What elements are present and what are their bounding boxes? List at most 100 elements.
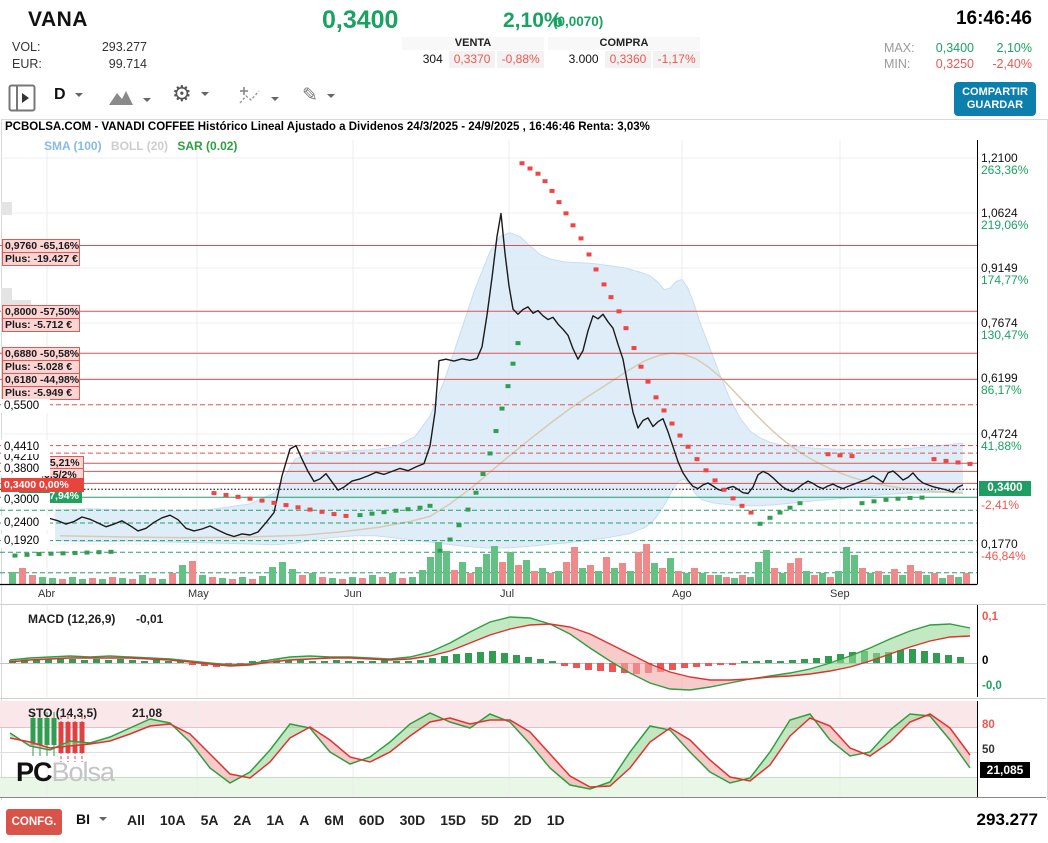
bid-qty: 304 <box>402 51 447 68</box>
price-level-label[interactable]: 0,1920 <box>1 534 50 548</box>
footer-volume: 293.277 <box>976 810 1038 829</box>
pencil-icon: ✎ <box>302 85 318 106</box>
chevron-down-icon <box>326 93 335 102</box>
legend-sma[interactable]: SMA (100) <box>44 139 102 153</box>
alert-label[interactable]: 0,9760 -65,16% Plus: -19.427 € <box>2 239 80 266</box>
ask-title: COMPRA <box>548 37 700 50</box>
chevron-down-icon <box>99 817 107 825</box>
alert-plus: Plus: -5.949 € <box>2 386 80 400</box>
timeframe-15d[interactable]: 15D <box>440 812 466 828</box>
alert-plus: Plus: -19.427 € <box>2 252 80 266</box>
timeframe-2a[interactable]: 2A <box>233 812 252 828</box>
settings-dropdown[interactable]: ⚙ <box>172 82 209 106</box>
sto-value-badge: 21,085 <box>980 762 1030 778</box>
share-label: COMPARTIR <box>962 86 1028 98</box>
right-axis-pct: 174,77% <box>981 273 1029 287</box>
ask-price: 0,3360 <box>604 51 652 68</box>
x-axis-month: Jul <box>500 588 515 600</box>
right-axis-pct: 86,17% <box>981 383 1022 397</box>
alert-label[interactable]: 0,6180 -44,98% Plus: -5.949 € <box>2 373 80 400</box>
timeframe-5a[interactable]: 5A <box>200 812 219 828</box>
macd-axis-zero: 0 <box>982 655 989 667</box>
right-axis-pct: 41,88% <box>981 439 1022 453</box>
chevron-down-icon <box>271 96 279 105</box>
x-axis-month: Ago <box>672 588 692 600</box>
timeframe-6m[interactable]: 6M <box>324 812 344 828</box>
panel-toggle-button[interactable] <box>8 84 36 117</box>
change-percent: 2,10% <box>503 9 563 32</box>
x-axis-month: Sep <box>830 588 850 600</box>
price-level-label[interactable]: 0,2400 <box>1 516 50 530</box>
mode-dropdown[interactable]: BI <box>76 811 107 827</box>
price-level-label[interactable]: 0,5500 <box>1 399 50 413</box>
timeframe-60d[interactable]: 60D <box>358 812 385 828</box>
chevron-down-icon <box>74 93 83 101</box>
timeframe-a[interactable]: A <box>299 812 310 828</box>
last-price: 0,3400 <box>322 6 399 34</box>
config-button[interactable]: CONFG. <box>6 809 62 835</box>
ask-qty: 3.000 <box>548 51 603 68</box>
pcbolsa-watermark: PCBolsa <box>16 757 115 788</box>
x-axis-month: Jun <box>344 588 362 600</box>
chart-toolbar: D ⚙ ✎ COMPARTIR GUARDAR <box>0 80 1048 118</box>
min-pct: -2,40% <box>992 57 1032 71</box>
alert-price: 0,6180 -44,98% <box>2 373 80 387</box>
right-axis-price: 0,6199 <box>981 371 1018 385</box>
position-price-badge: 0,3400 0,00% <box>1 478 84 492</box>
right-axis-pct: -46,84% <box>981 549 1026 563</box>
chart-type-dropdown[interactable] <box>108 88 151 111</box>
change-absolute: (0,0070) <box>553 14 604 29</box>
price-level-label[interactable]: 0,3800 <box>1 462 50 476</box>
volume-row: VOL: 293.277 <box>12 40 147 54</box>
footer-bar: CONFG. BI All 10A 5A 2A 1A A 6M 60D 30D … <box>0 800 1048 843</box>
alert-plus: Plus: -5.028 € <box>2 360 80 374</box>
macd-value: -0,01 <box>136 612 164 626</box>
sto-value: 21,08 <box>132 706 163 720</box>
panel-toggle-icon <box>8 84 36 117</box>
macd-axis-bottom: -0,0 <box>982 680 1002 692</box>
watermark-bold: PC <box>16 757 53 787</box>
macd-label: MACD (12,26,9) <box>28 612 116 626</box>
alert-price: 0,9760 -65,16% <box>2 239 80 253</box>
interval-dropdown[interactable]: D <box>54 86 83 104</box>
bid-pct: -0,88% <box>497 51 544 68</box>
indicators-dropdown[interactable] <box>238 86 279 111</box>
share-save-button[interactable]: COMPARTIR GUARDAR <box>954 82 1036 116</box>
timeframe-30d[interactable]: 30D <box>399 812 426 828</box>
timeframe-1d[interactable]: 1D <box>546 812 565 828</box>
chevron-down-icon <box>200 92 209 100</box>
chevron-down-icon <box>143 97 151 106</box>
price-level-label[interactable]: 0,3000 <box>1 493 50 507</box>
timeframe-5d[interactable]: 5D <box>480 812 499 828</box>
mountain-chart-icon <box>108 88 134 111</box>
draw-tools-dropdown[interactable]: ✎ <box>302 84 335 107</box>
add-indicator-icon <box>238 86 262 111</box>
current-price-pct: -2,41% <box>981 498 1020 512</box>
timeframe-all[interactable]: All <box>127 812 145 828</box>
legend-sar[interactable]: SAR (0.02) <box>177 139 238 153</box>
right-axis-pct: 130,47% <box>981 328 1029 342</box>
eur-label: EUR: <box>12 57 42 71</box>
alert-label[interactable]: 0,6880 -50,58% Plus: -5.028 € <box>2 347 80 374</box>
timeframe-1a[interactable]: 1A <box>266 812 285 828</box>
timeframe-2d[interactable]: 2D <box>513 812 532 828</box>
max-pct: 2,10% <box>996 41 1032 55</box>
timeframe-10a[interactable]: 10A <box>159 812 186 828</box>
right-axis-pct: 263,36% <box>981 163 1029 177</box>
current-price-badge: 0,3400 <box>979 481 1031 496</box>
sto-label: STO (14,3,5) <box>28 706 98 720</box>
indicator-legend: SMA (100) BOLL (20) SAR (0.02) <box>44 139 243 153</box>
bid-title: VENTA <box>402 37 544 50</box>
legend-boll[interactable]: BOLL (20) <box>110 139 169 153</box>
right-axis-price: 0,4724 <box>981 427 1018 441</box>
bid-price: 0,3370 <box>448 51 496 68</box>
mode-value: BI <box>76 811 90 827</box>
min-row: MIN: 0,3250 -2,40% <box>884 56 1032 72</box>
bid-panel: VENTA 304 0,3370 -0,88% <box>402 37 544 68</box>
price-level-label[interactable]: 0,4410 <box>1 440 50 454</box>
alert-label[interactable]: 0,8000 -57,50% Plus: -5.712 € <box>2 305 80 332</box>
chart-title: PCBOLSA.COM - VANADI COFFEE Histórico Li… <box>5 121 650 133</box>
gear-icon: ⚙ <box>172 81 192 106</box>
chart-frame <box>1 119 1048 801</box>
ask-panel: COMPRA 3.000 0,3360 -1,17% <box>548 37 700 68</box>
